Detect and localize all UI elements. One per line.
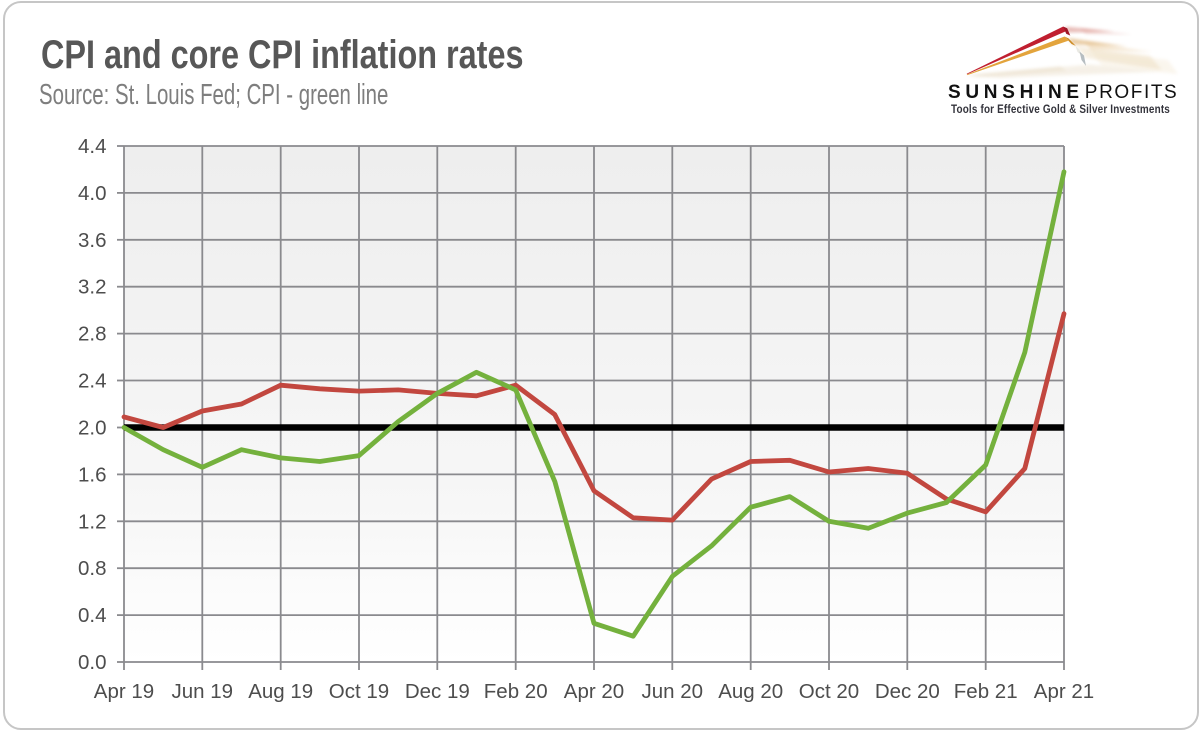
- svg-text:Oct 19: Oct 19: [329, 680, 389, 703]
- svg-text:4.0: 4.0: [78, 182, 107, 205]
- svg-text:Jun 19: Jun 19: [172, 680, 234, 703]
- svg-text:Feb 21: Feb 21: [954, 680, 1018, 703]
- svg-text:1.6: 1.6: [78, 463, 107, 486]
- svg-text:Apr 21: Apr 21: [1034, 680, 1094, 703]
- svg-text:Feb 20: Feb 20: [484, 680, 548, 703]
- svg-text:Apr 20: Apr 20: [564, 680, 624, 703]
- svg-text:2.4: 2.4: [78, 370, 107, 393]
- svg-text:0.4: 0.4: [78, 604, 107, 627]
- svg-text:0.8: 0.8: [78, 557, 107, 580]
- svg-text:1.2: 1.2: [78, 510, 107, 533]
- svg-text:Oct 20: Oct 20: [799, 680, 859, 703]
- svg-text:0.0: 0.0: [78, 651, 107, 674]
- svg-text:Apr 19: Apr 19: [94, 680, 154, 703]
- svg-text:2.0: 2.0: [78, 417, 107, 440]
- svg-text:Jun 20: Jun 20: [642, 680, 704, 703]
- svg-text:Dec 19: Dec 19: [405, 680, 470, 703]
- svg-text:Dec 20: Dec 20: [875, 680, 940, 703]
- svg-text:3.2: 3.2: [78, 276, 107, 299]
- svg-text:4.4: 4.4: [78, 135, 107, 158]
- svg-text:Aug 20: Aug 20: [718, 680, 783, 703]
- svg-text:3.6: 3.6: [78, 229, 107, 252]
- svg-text:2.8: 2.8: [78, 323, 107, 346]
- svg-text:Aug 19: Aug 19: [248, 680, 313, 703]
